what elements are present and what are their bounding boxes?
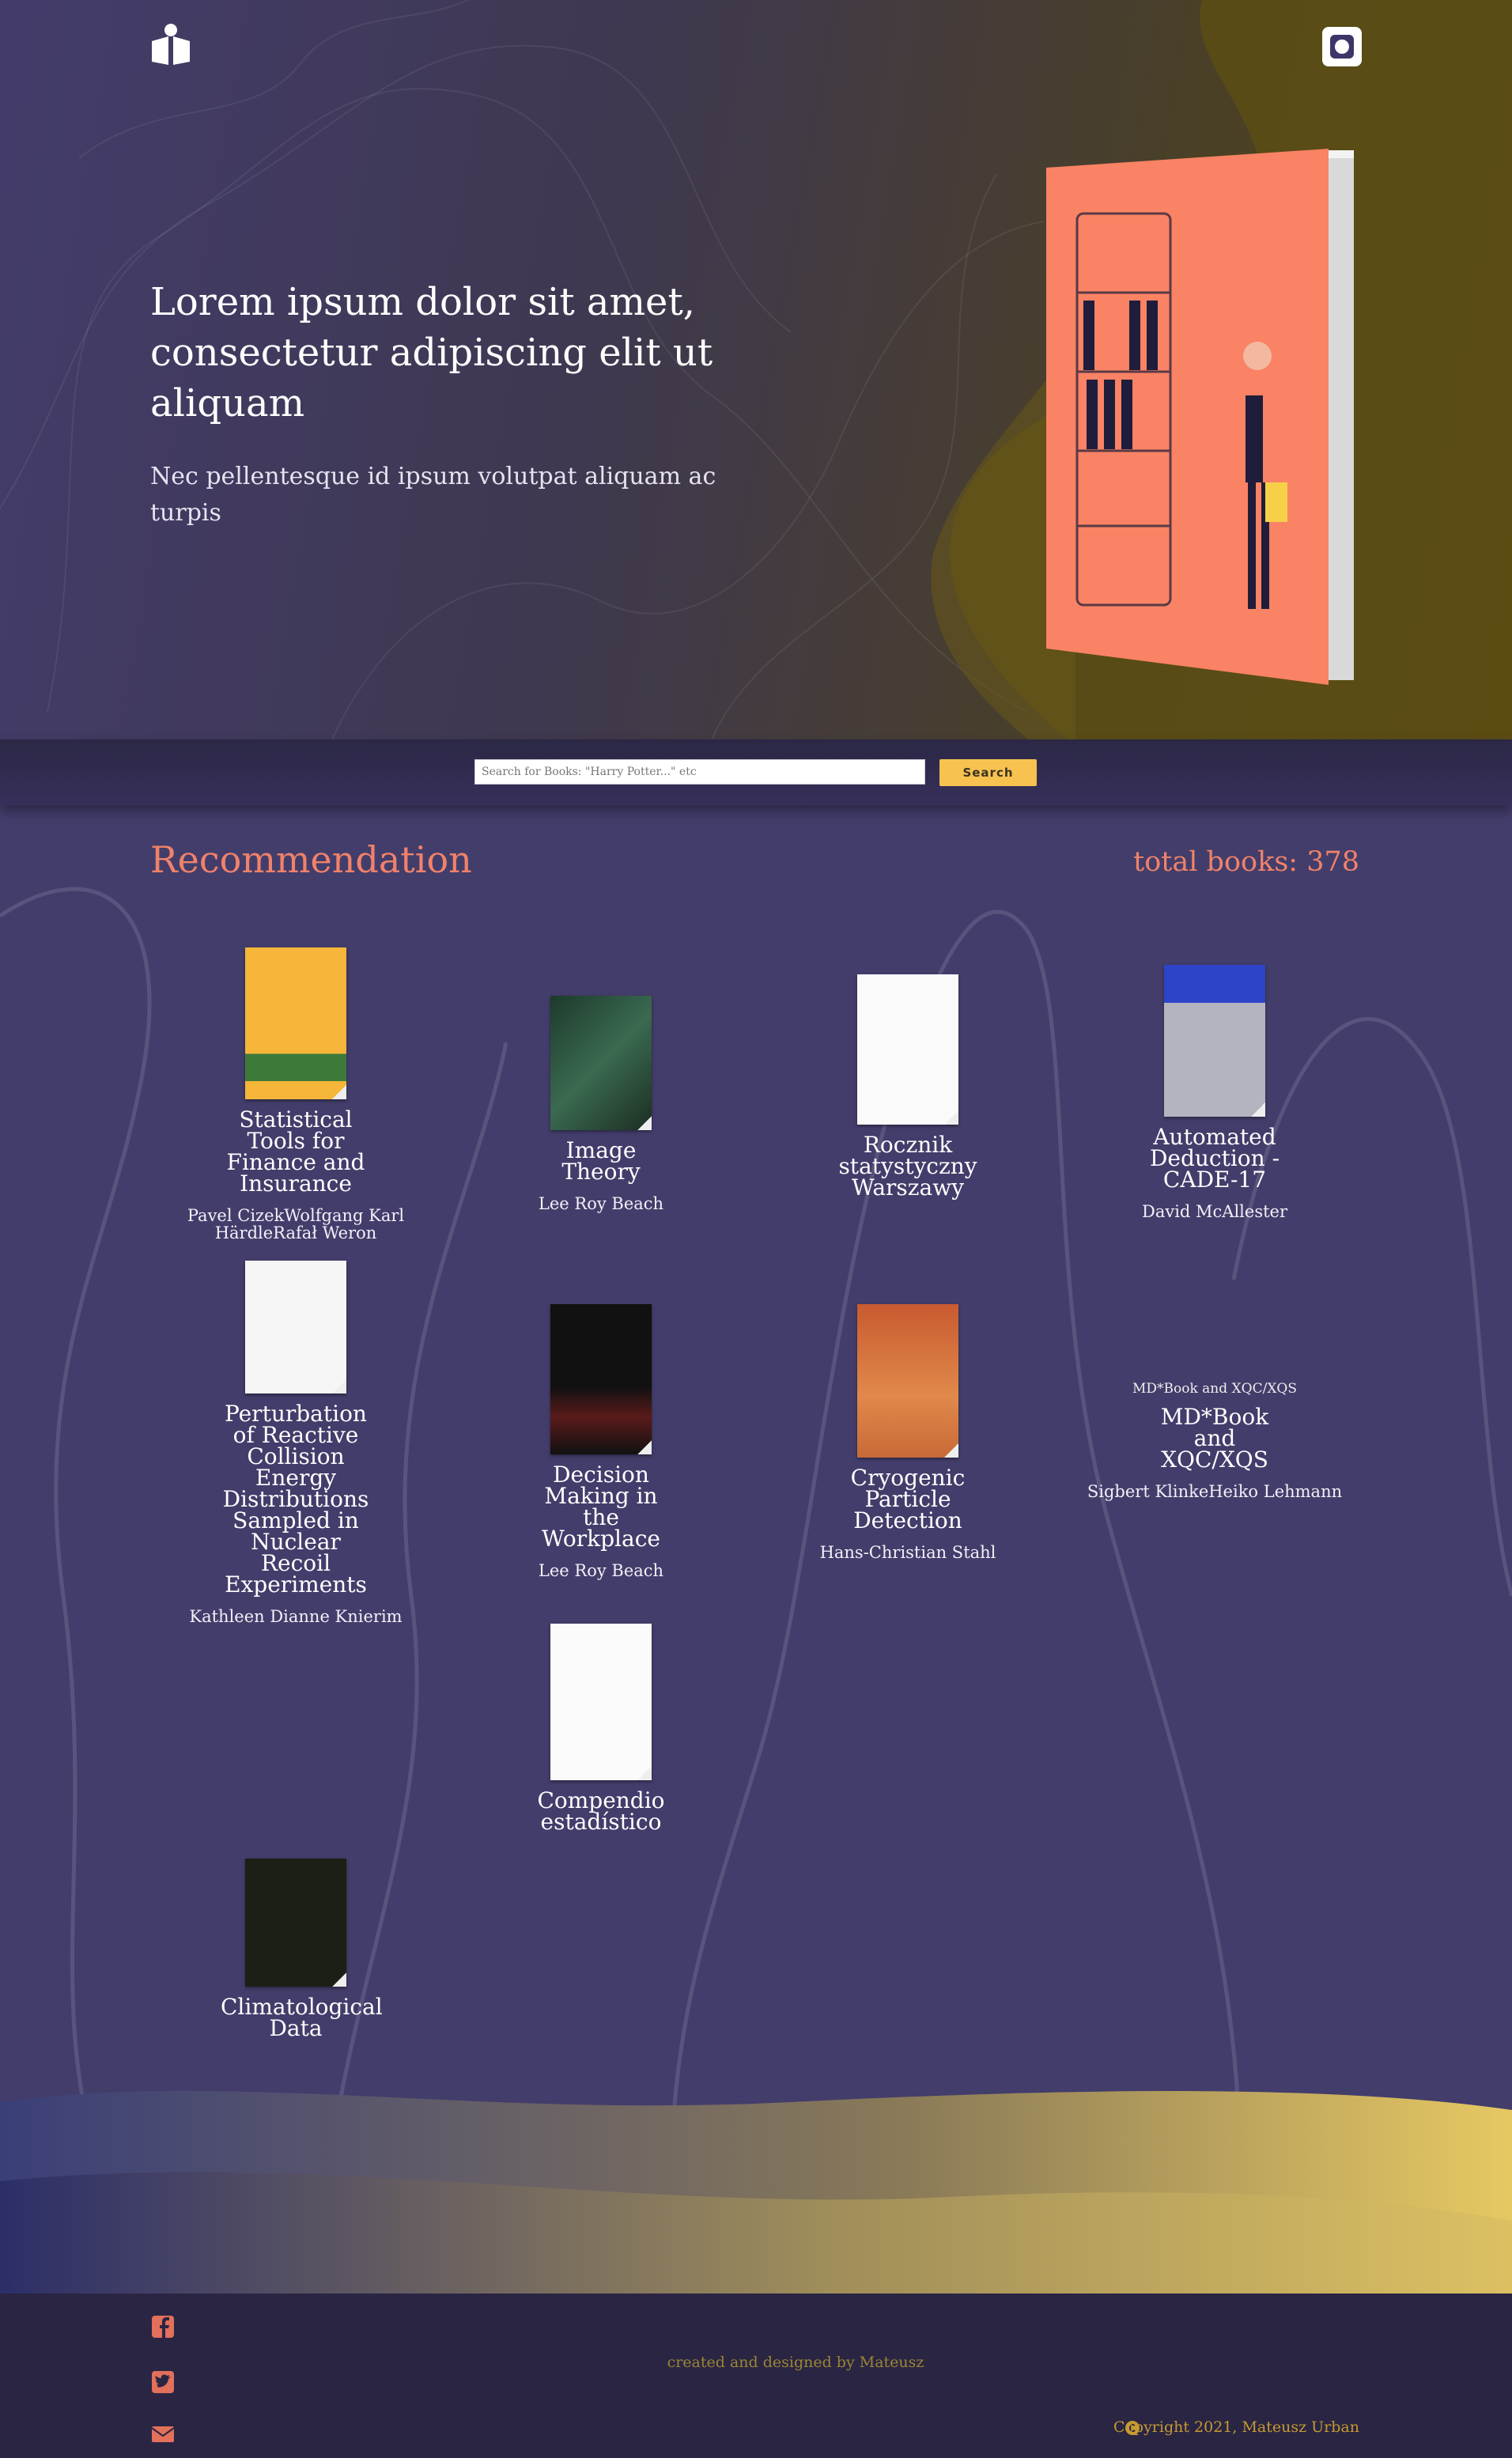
book-authors: Hans-Christian Stahl — [819, 1543, 996, 1562]
book-cover — [550, 996, 652, 1130]
hero: Lorem ipsum dolor sit amet, consectetur … — [0, 0, 1512, 739]
book-cover — [245, 1261, 346, 1393]
section-title: Recommendation — [150, 838, 472, 881]
section-art — [0, 887, 1512, 2294]
book-title: Climatological Data — [221, 1994, 383, 2041]
book-card[interactable]: Compendio estadístico — [451, 1624, 751, 1835]
hero-art — [0, 0, 1512, 739]
book-cover — [857, 974, 958, 1125]
hero-subtitle: Nec pellentesque id ipsum volutpat aliqu… — [150, 463, 716, 527]
book-title: Automated Deduction - CADE-17 — [1149, 1124, 1280, 1193]
book-card[interactable]: Climatological Data — [146, 1859, 446, 2041]
book-card[interactable]: Cryogenic Particle Detection Hans-Christi… — [758, 1304, 1058, 1561]
book-authors: Lee Roy Beach — [538, 1561, 664, 1580]
footer — [0, 2294, 1512, 2458]
search-button[interactable]: Search — [939, 759, 1037, 786]
book-cover — [857, 1304, 958, 1458]
book-authors: David McAllester — [1141, 1202, 1288, 1221]
book-card[interactable]: Decision Making in the Workplace Lee Roy … — [451, 1304, 751, 1579]
social-icons[interactable] — [150, 2306, 177, 2449]
book-cover — [245, 1859, 346, 1987]
book-card[interactable]: Perturbation of Reactive Collision Energ… — [146, 1261, 446, 1625]
broken-image-alt: MD*Book and XQC/XQS — [1132, 1381, 1298, 1397]
book-cover — [1164, 965, 1265, 1117]
footer-copyright: Copyright 2021, Mateusz Urban — [1113, 2418, 1359, 2436]
book-title: MD*Book and XQC/XQS — [1160, 1404, 1269, 1473]
book-authors: Lee Roy Beach — [538, 1194, 664, 1213]
book-title: Rocznik statystyczny Warszawy — [838, 1132, 977, 1201]
book-authors: Pavel CizekWolfgang Karl HärdleRafał Wer… — [187, 1206, 405, 1242]
book-title: Decision Making in the Workplace — [542, 1462, 660, 1552]
book-title: Image Theory — [561, 1137, 641, 1185]
copyright-icon — [1125, 2421, 1140, 2435]
book-card[interactable]: MD*Book and XQC/XQS MD*Book and XQC/XQS Si… — [1064, 1381, 1365, 1500]
book-cover — [550, 1624, 652, 1780]
book-card[interactable]: Image Theory Lee Roy Beach — [451, 996, 751, 1212]
book-title: Statistical Tools for Finance and Insura… — [226, 1106, 365, 1197]
book-title: Compendio estadístico — [537, 1787, 665, 1835]
footer-credit: created and designed by Mateusz — [667, 2354, 924, 2371]
book-title: Perturbation of Reactive Collision Energ… — [222, 1401, 369, 1598]
book-cover — [550, 1304, 652, 1454]
total-books: total books: 378 — [1133, 846, 1359, 878]
book-title: Cryogenic Particle Detection — [850, 1465, 966, 1533]
hero-title: Lorem ipsum dolor sit amet, consectetur … — [150, 280, 713, 425]
book-cover — [245, 947, 346, 1099]
book-authors: Kathleen Dianne Knierim — [189, 1607, 403, 1626]
search-input[interactable]: Search for Books: "Harry Potter..." etc — [474, 759, 925, 785]
book-card[interactable]: Rocznik statystyczny Warszawy — [758, 974, 1058, 1201]
book-authors: Sigbert KlinkeHeiko Lehmann — [1087, 1482, 1343, 1501]
book-card[interactable]: Statistical Tools for Finance and Insura… — [146, 947, 446, 1242]
book-card[interactable]: Automated Deduction - CADE-17 David McAll… — [1064, 965, 1365, 1220]
